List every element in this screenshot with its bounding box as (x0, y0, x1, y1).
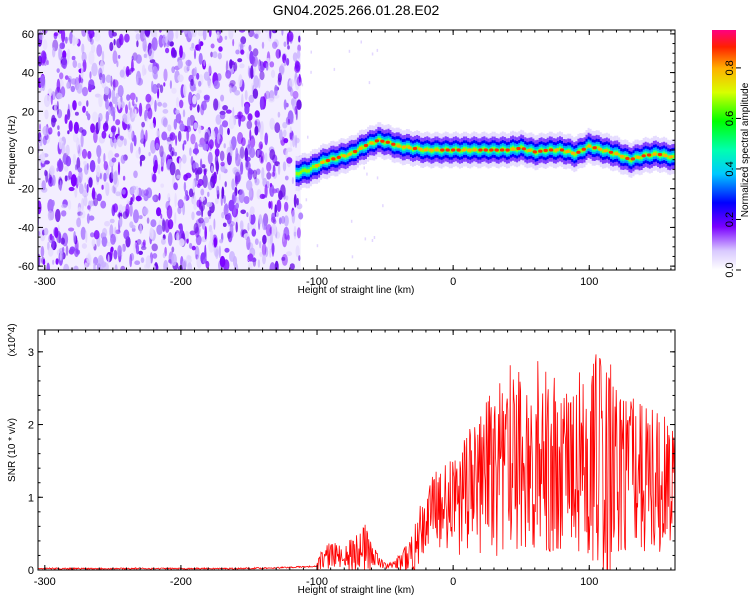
x-tick-label: -100 (306, 276, 328, 288)
y-tick-label: -20 (18, 184, 34, 196)
snr-y-axis-label: SNR (10 * v/v) (7, 418, 18, 482)
colorbar-tick-label: 0.6 (724, 111, 736, 126)
spectrogram-y-axis-label: Frequency (Hz) (7, 116, 18, 185)
y-tick-label: 60 (22, 29, 34, 41)
x-tick-label: 100 (580, 576, 598, 588)
snr-panel: -300 -200 -100 0 100 0 1 2 3 Height of straight … (7, 323, 676, 596)
colorbar-label: Normalized spectral amplitude (740, 82, 750, 217)
snr-ticks: -300 -200 -100 0 100 0 1 2 3 (28, 330, 675, 588)
y-tick-label: -60 (18, 261, 34, 273)
noise-region (38, 30, 384, 270)
y-tick-label: 0 (28, 145, 34, 157)
y-tick-label: 1 (28, 492, 34, 504)
spectrogram-panel: -300 -200 -100 0 100 60 40 20 0 -20 -40 -60 Height … (7, 29, 676, 296)
chart-title: GN04.2025.266.01.28.E02 (273, 2, 440, 18)
snr-series-line (38, 354, 675, 570)
colorbar-tick-label: 0.0 (724, 262, 736, 277)
colorbar-gradient (712, 30, 736, 270)
colorbar: 0.0 0.2 0.4 0.6 0.8 Normalized spectral ampl… (712, 30, 750, 278)
snr-frame (37, 329, 676, 571)
x-tick-label: -200 (170, 276, 192, 288)
x-tick-label: 0 (450, 276, 456, 288)
colorbar-ticks: 0.0 0.2 0.4 0.6 0.8 (724, 60, 741, 278)
snr-multiplier-label: (x10^4) (7, 323, 18, 356)
x-tick-label: -300 (34, 576, 56, 588)
snr-x-axis-label: Height of straight line (km) (298, 585, 415, 596)
x-tick-label: -300 (34, 276, 56, 288)
y-tick-label: -40 (18, 222, 34, 234)
spectrogram-data (38, 30, 675, 270)
x-tick-label: 0 (450, 576, 456, 588)
x-tick-label: 100 (580, 276, 598, 288)
y-tick-label: 40 (22, 68, 34, 80)
colorbar-tick-label: 0.4 (724, 161, 736, 176)
spectrogram-x-axis-label: Height of straight line (km) (298, 285, 415, 296)
x-tick-label: -200 (170, 576, 192, 588)
colorbar-tick-label: 0.2 (724, 212, 736, 227)
x-tick-label: -100 (306, 576, 328, 588)
snr-data (38, 354, 675, 570)
y-tick-label: 3 (28, 347, 34, 359)
spectrogram-ticks: -300 -200 -100 0 100 60 40 20 0 -20 -40 -60 (18, 29, 675, 288)
y-tick-label: 2 (28, 420, 34, 432)
y-tick-label: 20 (22, 106, 34, 118)
colorbar-tick-label: 0.8 (724, 60, 736, 75)
y-tick-label: 0 (28, 565, 34, 577)
